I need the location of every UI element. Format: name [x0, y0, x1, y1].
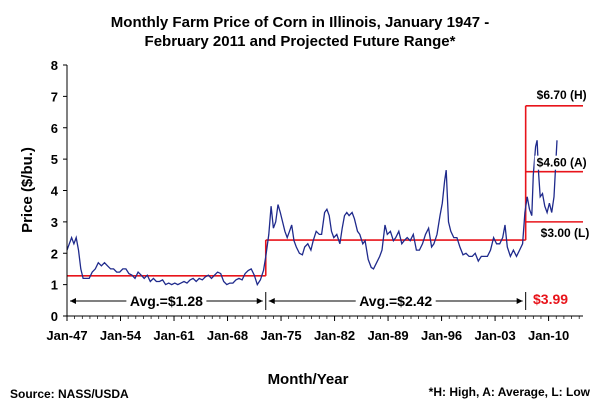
average-label: Avg.=$2.42 — [359, 293, 432, 309]
arrow-head-left — [70, 298, 76, 304]
arrow-head-right — [256, 298, 263, 304]
y-tick-label: 4 — [51, 184, 59, 199]
y-axis-title: Price ($/bu.) — [19, 147, 36, 233]
source-note: Source: NASS/USDA — [10, 387, 129, 401]
projection-label: $6.70 (H) — [537, 88, 587, 102]
chart-title-line2: February 2011 and Projected Future Range… — [145, 33, 456, 50]
projection-label: $4.60 (A) — [537, 156, 587, 170]
x-tick-label: Jan-54 — [100, 328, 142, 343]
arrow-head-left — [268, 298, 275, 304]
x-tick-label: Jan-68 — [207, 328, 248, 343]
x-tick-label: Jan-89 — [367, 328, 408, 343]
y-tick-label: 5 — [51, 152, 58, 167]
projection-annotations: $6.70 (H) $4.60 (A) $3.00 (L) — [534, 88, 595, 240]
y-tick-label: 3 — [51, 215, 58, 230]
y-tick-label: 8 — [51, 58, 58, 73]
projection-label: $3.00 (L) — [541, 226, 590, 240]
x-tick-label: Jan-61 — [153, 328, 194, 343]
projection-label-bg — [534, 155, 595, 170]
y-ticks: 0 1 2 3 4 5 6 7 8 — [51, 58, 67, 324]
average-annotations: Avg.=$1.28 Avg.=$2.42 — [70, 292, 527, 310]
x-tick-label: Jan-96 — [421, 328, 462, 343]
current-price-label: $3.99 — [533, 291, 568, 307]
arrow-head-right — [516, 298, 523, 304]
chart-title-line1: Monthly Farm Price of Corn in Illinois, … — [111, 14, 489, 31]
price-series-line — [66, 140, 558, 287]
y-tick-label: 7 — [51, 89, 58, 104]
x-tick-label: Jan-75 — [260, 328, 301, 343]
average-label: Avg.=$1.28 — [130, 293, 203, 309]
legend-note: *H: High, A: Average, L: Low — [429, 385, 591, 399]
y-tick-label: 0 — [51, 309, 58, 324]
x-tick-label: Jan-82 — [314, 328, 355, 343]
projection-lines — [524, 104, 583, 241]
y-tick-label: 2 — [51, 246, 58, 261]
x-ticks: Jan-47 Jan-54 Jan-61 Jan-68 Jan-75 Jan-82 Jan-… — [46, 316, 569, 343]
x-tick-label: Jan-03 — [474, 328, 515, 343]
average-label-bg — [126, 292, 207, 310]
x-minor-ticks — [66, 316, 580, 319]
y-tick-label: 1 — [51, 278, 58, 293]
y-tick-label: 6 — [51, 121, 58, 136]
x-tick-label: Jan-47 — [46, 328, 87, 343]
average-label-bg — [355, 292, 436, 310]
x-axis-title: Month/Year — [268, 371, 349, 388]
x-tick-label: Jan-10 — [528, 328, 569, 343]
